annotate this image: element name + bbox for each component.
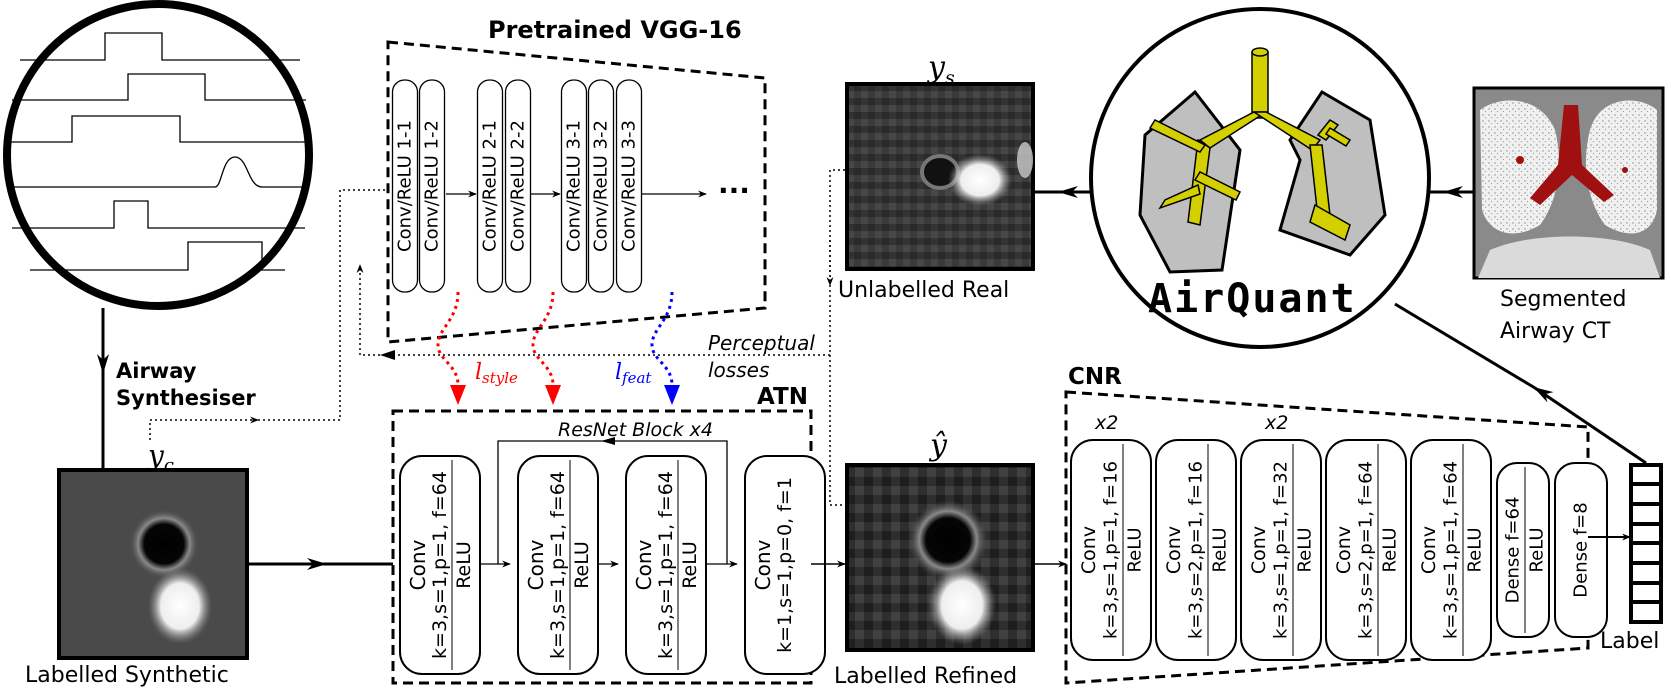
atn-block: Conv k=3,s=1,p=1, f=64 ReLU	[517, 455, 599, 675]
atn-block-params: k=3,s=1,p=1, f=64	[429, 471, 451, 659]
vgg-layer: Conv/ReLU 1-1	[391, 79, 419, 293]
vgg-layers: Conv/ReLU 1-1 Conv/ReLU 1-2 Conv/ReLU 2-1 C…	[391, 79, 707, 293]
cnr-trapezoid	[1064, 390, 1590, 685]
atn-block-activation: ReLU	[453, 541, 475, 589]
atn-title: ATN	[757, 384, 808, 410]
vgg-layer-label: Conv/ReLU 3-2	[591, 120, 612, 252]
cnr-block-activation: ReLU	[1295, 527, 1316, 572]
cnr-dense-params: Dense f=64	[1503, 497, 1524, 604]
cnr-title: CNR	[1068, 364, 1122, 390]
labelled-synthetic-image	[57, 468, 249, 660]
vgg-layer-label: Conv/ReLU 3-1	[564, 120, 585, 252]
vgg-layer: Conv/ReLU 3-1	[560, 79, 588, 293]
perceptual-label-2: losses	[708, 358, 769, 382]
atn-block-params: k=1,s=1,p=0, f=1	[774, 477, 796, 653]
cnr-block-name: Conv	[1418, 526, 1440, 574]
atn-block-activation: ReLU	[679, 541, 701, 589]
cnr-block-params: k=3,s=2,p=1, f=64	[1356, 461, 1377, 639]
airway-synth-label-2: Synthesiser	[116, 386, 256, 410]
vgg-title: Pretrained VGG-16	[488, 16, 742, 44]
cnr-dense-params: Dense f=8	[1571, 502, 1592, 597]
perceptual-label-1: Perceptual	[708, 331, 815, 355]
vgg-layer: Conv/ReLU 3-3	[615, 79, 643, 293]
vgg-layer-label: Conv/ReLU 2-2	[508, 120, 529, 252]
vgg-trapezoid	[386, 40, 767, 344]
cnr-block: Conv k=3,s=1,p=1, f=32 ReLU	[1240, 439, 1322, 661]
cnr-block-params: k=3,s=1,p=1, f=16	[1101, 461, 1122, 639]
atn-block-name: Conv	[632, 539, 656, 590]
y-c-symbol: yc	[146, 439, 174, 476]
vgg-layer: Conv/ReLU 3-2	[587, 79, 615, 293]
cnr-block-activation: ReLU	[1380, 527, 1401, 572]
cnr-block: Conv k=3,s=1,p=1, f=16 ReLU	[1070, 439, 1152, 661]
cnr-block-activation: ReLU	[1210, 527, 1231, 572]
cnr-dense-activation: ReLU	[1527, 527, 1548, 572]
cnr-block-name: Conv	[1163, 526, 1185, 574]
y-hat-symbol: ŷ	[928, 428, 948, 463]
atn-block-activation: ReLU	[571, 541, 593, 589]
resnet-label: ResNet Block x4	[558, 419, 713, 441]
y-s-symbol: ys	[926, 50, 955, 89]
feat-loss-arrow	[650, 291, 674, 386]
unlabelled-real-label: Unlabelled Real	[838, 278, 1009, 303]
label-text: Label	[1600, 629, 1659, 654]
labelled-refined-image	[845, 463, 1035, 652]
vgg-layer-label: Conv/ReLU 1-1	[395, 120, 416, 252]
unlabelled-real-image	[845, 82, 1035, 271]
atn-blocks: Conv k=3,s=1,p=1, f=64 ReLU Conv k=3,s=1,p=1…	[399, 455, 826, 675]
segmented-label-2: Airway CT	[1500, 319, 1611, 344]
vgg-ellipsis: ···	[718, 174, 750, 207]
atn-block-name: Conv	[406, 539, 430, 590]
atn-block-params: k=3,s=1,p=1, f=64	[547, 471, 569, 659]
cnr-block: Conv k=3,s=2,p=1, f=16 ReLU	[1155, 439, 1237, 661]
airquant-logo: AirQuant	[1148, 276, 1357, 322]
cnr-blocks: Conv k=3,s=1,p=1, f=16 ReLU Conv k=3,s=2,p=1…	[1070, 439, 1608, 661]
vgg-layer: Conv/ReLU 1-2	[418, 79, 446, 293]
segmented-label-1: Segmented	[1500, 287, 1627, 312]
airquant-circle: AirQuant	[1089, 7, 1431, 349]
cnr-dense-block: Dense f=64 ReLU	[1496, 462, 1550, 638]
atn-block: Conv k=3,s=1,p=1, f=64 ReLU	[625, 455, 707, 675]
atn-block-name: Conv	[751, 539, 775, 590]
atn-block-params: k=3,s=1,p=1, f=64	[655, 471, 677, 659]
cnr-block-activation: ReLU	[1125, 527, 1146, 572]
cnr-block: Conv k=3,s=1,p=1, f=64 ReLU	[1410, 439, 1492, 661]
atn-block: Conv k=1,s=1,p=0, f=1	[744, 455, 826, 675]
yc-dotted-line	[149, 416, 259, 440]
l-feat-label: lfeat	[615, 360, 652, 387]
airway-synth-label-1: Airway	[116, 359, 197, 383]
cnr-dense-block: Dense f=8	[1554, 462, 1608, 638]
style-loss-arrow-2	[531, 291, 555, 386]
synthesiser-circle	[3, 0, 313, 310]
x2-label-a: x2	[1094, 412, 1118, 434]
vgg-layer-label: Conv/ReLU 2-1	[480, 120, 501, 252]
cnr-block: Conv k=3,s=2,p=1, f=64 ReLU	[1325, 439, 1407, 661]
l-style-label: lstyle	[475, 360, 518, 387]
style-loss-arrow-1	[436, 291, 460, 386]
atn-block-name: Conv	[524, 539, 548, 590]
cnr-block-params: k=3,s=2,p=1, f=16	[1186, 461, 1207, 639]
airway-tree-icon	[1148, 51, 1352, 242]
segmented-ct-image	[1472, 86, 1665, 280]
vgg-layer-label: Conv/ReLU 3-3	[619, 120, 640, 252]
labelled-synthetic-label: Labelled Synthetic	[25, 663, 229, 688]
x2-label-b: x2	[1264, 412, 1288, 434]
vgg-layer: Conv/ReLU 2-1	[476, 79, 504, 293]
cnr-block-activation: ReLU	[1465, 527, 1486, 572]
cnr-block-name: Conv	[1248, 526, 1270, 574]
label-vector	[1629, 463, 1663, 624]
cnr-block-name: Conv	[1333, 526, 1355, 574]
atn-block: Conv k=3,s=1,p=1, f=64 ReLU	[399, 455, 481, 675]
cnr-block-params: k=3,s=1,p=1, f=32	[1271, 461, 1292, 639]
labelled-refined-label: Labelled Refined	[834, 664, 1017, 689]
cnr-block-params: k=3,s=1,p=1, f=64	[1441, 461, 1462, 639]
vgg-layer: Conv/ReLU 2-2	[504, 79, 532, 293]
vgg-layer-label: Conv/ReLU 1-2	[422, 120, 443, 252]
cnr-block-name: Conv	[1078, 526, 1100, 574]
